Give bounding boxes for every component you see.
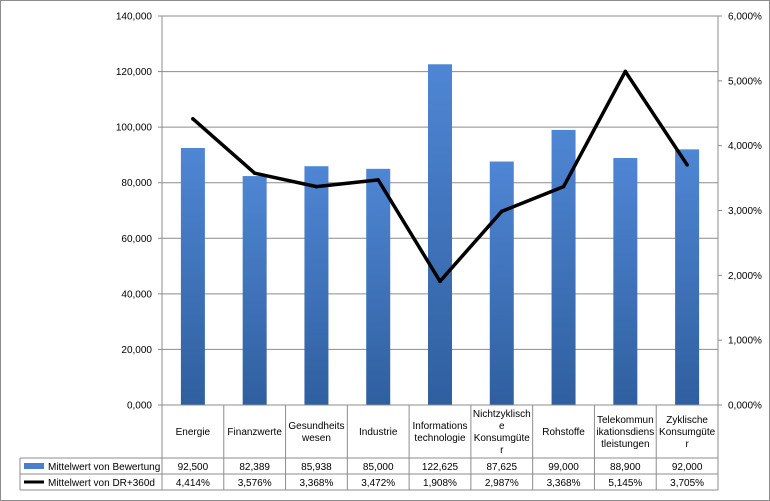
bar-series	[180, 64, 700, 405]
line-point	[438, 279, 442, 284]
line-point	[191, 117, 195, 121]
category-label: Informations	[412, 421, 467, 432]
category-label: Industrie	[359, 427, 398, 438]
bar	[428, 64, 452, 405]
data-cell-bar: 92,500	[178, 462, 209, 473]
category-label: Rohstoffe	[542, 427, 585, 438]
data-cell-bar: 99,000	[548, 462, 579, 473]
y-left-tick-label: 100,000	[116, 123, 153, 134]
data-cell-line: 3,368%	[299, 478, 333, 489]
bar	[366, 168, 391, 405]
data-cell-bar: 92,000	[672, 462, 703, 473]
data-cell-bar: 88,900	[610, 462, 641, 473]
data-cell-bar: 82,389	[239, 462, 270, 473]
data-cell-bar: 87,625	[486, 462, 517, 473]
bar	[304, 166, 329, 405]
legend-label-bar: Mittelwert von Bewertung	[48, 462, 160, 473]
line-series	[191, 69, 689, 284]
line-point	[499, 209, 504, 214]
data-cell-line: 3,705%	[670, 478, 704, 489]
category-label: Nichtzyklisch	[473, 409, 531, 420]
y-left-tick-label: 140,000	[116, 12, 153, 23]
y-left-tick-label: 80,000	[121, 178, 152, 189]
category-label: Telekommun	[597, 415, 654, 426]
category-label: Gesundheits	[288, 421, 344, 432]
category-label: Zyklische	[666, 415, 708, 426]
y-left-tick-label: 20,000	[121, 345, 152, 356]
category-label: tleistungen	[601, 439, 649, 450]
line-point	[376, 178, 381, 182]
bar	[675, 149, 700, 405]
line-point	[623, 69, 628, 74]
data-cell-line: 3,576%	[238, 478, 272, 489]
category-label: technologie	[414, 433, 466, 444]
y-right-tick-label: 4,000%	[728, 141, 762, 152]
y-right-tick-label: 1,000%	[728, 336, 762, 347]
data-cell-line: 5,145%	[608, 478, 642, 489]
data-cell-bar: 122,625	[422, 462, 459, 473]
line-point	[685, 162, 689, 167]
y-left-tick-label: 0,000	[127, 401, 152, 412]
category-label: wesen	[301, 433, 331, 444]
bar	[180, 147, 205, 405]
data-cell-line: 2,987%	[485, 478, 519, 489]
bar	[551, 129, 576, 405]
category-label: e	[499, 421, 505, 432]
axes: 0,000 20,000 40,000 60,000 80,000 100,000 120,…	[116, 12, 762, 412]
category-label: Konsumgüte	[474, 433, 531, 444]
y-right-tick-label: 3,000%	[728, 206, 762, 217]
category-label: Konsumgüte	[659, 427, 716, 438]
y-left-tick-label: 60,000	[121, 234, 152, 245]
bar	[489, 161, 514, 405]
bar	[242, 176, 267, 405]
line-point	[252, 171, 257, 175]
data-cell-line: 3,472%	[361, 478, 395, 489]
data-cell-line: 3,368%	[547, 478, 581, 489]
data-cell-bar: 85,938	[301, 462, 332, 473]
data-cell-line: 1,908%	[423, 478, 457, 489]
y-right-tick-label: 2,000%	[728, 271, 762, 282]
category-label: r	[500, 445, 504, 456]
y-right-tick-label: 5,000%	[728, 76, 762, 87]
y-left-tick-label: 40,000	[121, 289, 152, 300]
category-label: Energie	[176, 427, 211, 438]
line-point	[314, 184, 319, 189]
y-right-tick-label: 0,000%	[728, 401, 762, 412]
bar	[613, 157, 638, 405]
legend-key-bar	[24, 463, 44, 469]
category-label: ikationsdiens	[596, 427, 654, 438]
legend-label-line: Mittelwert von DR+360d	[48, 478, 155, 489]
y-right-tick-label: 6,000%	[728, 12, 762, 23]
data-cell-bar: 85,000	[363, 462, 394, 473]
category-label: Finanzwerte	[227, 427, 282, 438]
data-cell-line: 4,414%	[176, 478, 210, 489]
y-left-tick-label: 120,000	[116, 67, 153, 78]
line-point	[561, 184, 566, 189]
category-label: r	[685, 439, 689, 450]
